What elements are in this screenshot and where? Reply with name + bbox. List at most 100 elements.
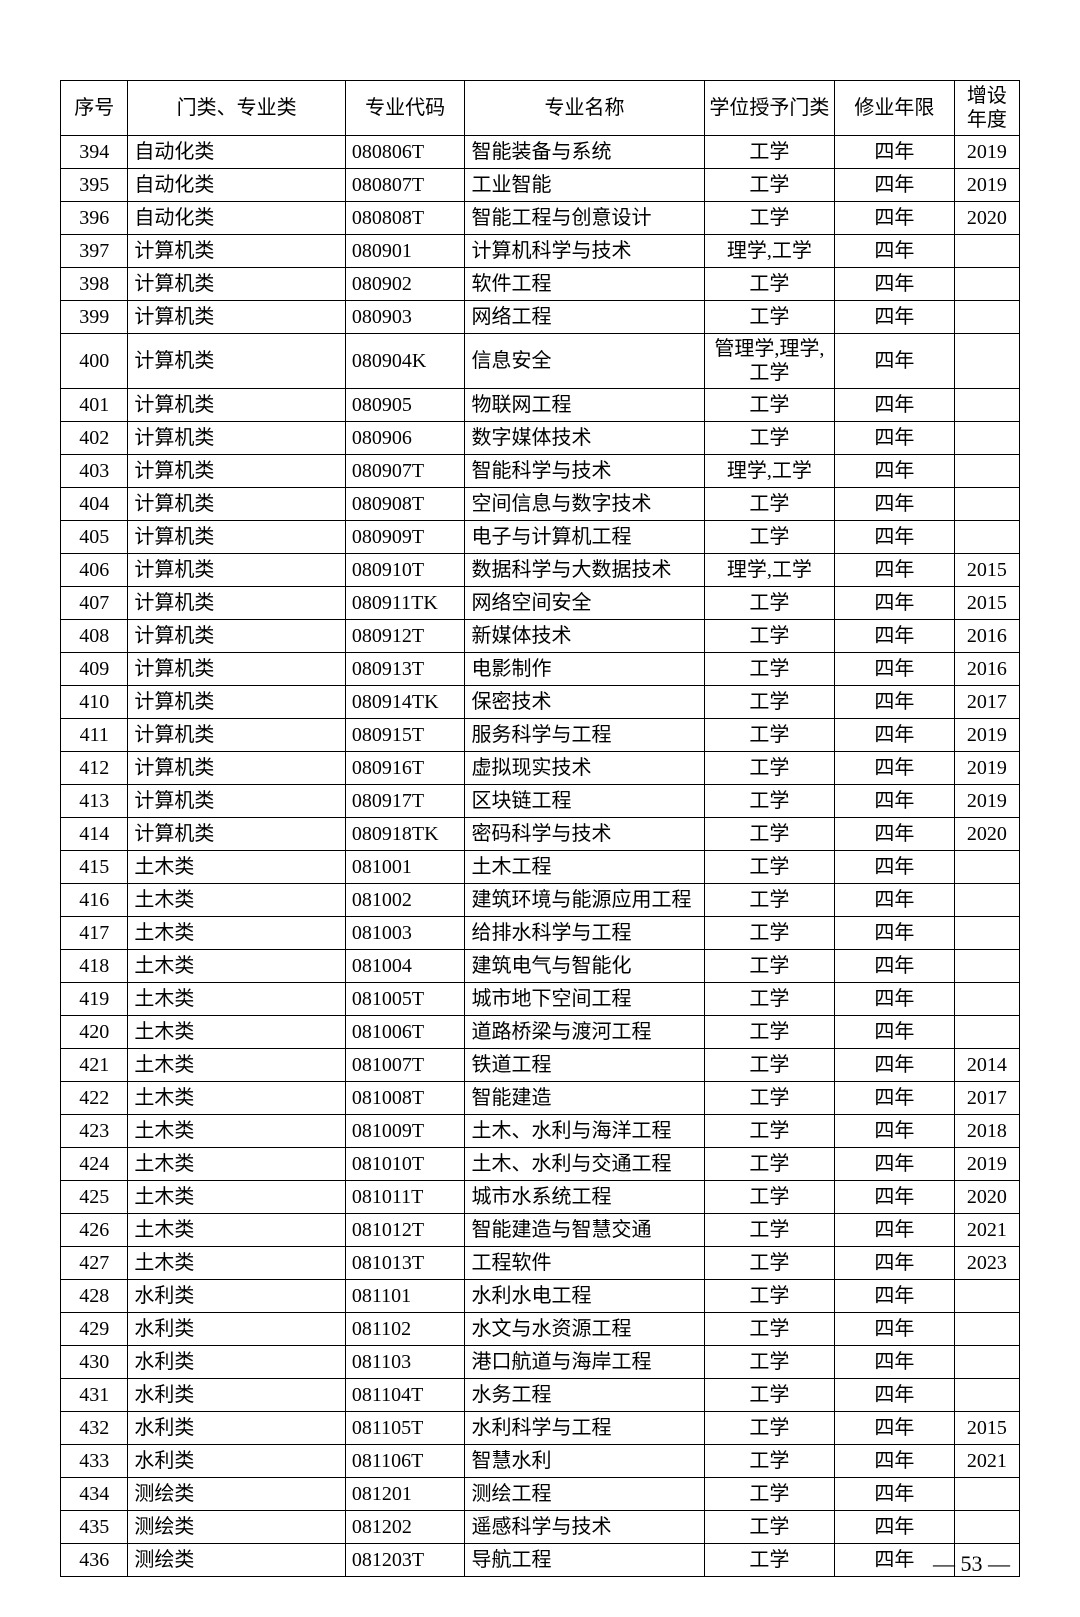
- table-cell: 计算机类: [128, 422, 345, 455]
- table-cell: 2017: [954, 1082, 1019, 1115]
- table-cell: 测绘类: [128, 1478, 345, 1511]
- table-row: 422土木类081008T智能建造工学四年2017: [61, 1082, 1020, 1115]
- table-cell: 工学: [704, 1115, 834, 1148]
- table-cell: 四年: [835, 1016, 955, 1049]
- table-cell: 431: [61, 1379, 128, 1412]
- table-cell: [954, 917, 1019, 950]
- table-cell: 081101: [345, 1280, 465, 1313]
- table-cell: 工学: [704, 884, 834, 917]
- table-row: 414计算机类080918TK密码科学与技术工学四年2020: [61, 818, 1020, 851]
- table-cell: [954, 1346, 1019, 1379]
- table-row: 400计算机类080904K信息安全管理学,理学,工学四年: [61, 334, 1020, 389]
- col-header-name: 专业名称: [465, 81, 704, 136]
- table-cell: 虚拟现实技术: [465, 752, 704, 785]
- table-cell: 397: [61, 235, 128, 268]
- table-cell: [954, 1511, 1019, 1544]
- table-cell: 四年: [835, 1115, 955, 1148]
- table-cell: 土木类: [128, 950, 345, 983]
- table-cell: 2019: [954, 1148, 1019, 1181]
- table-cell: 空间信息与数字技术: [465, 488, 704, 521]
- table-cell: 工学: [704, 719, 834, 752]
- table-cell: 自动化类: [128, 136, 345, 169]
- table-cell: 四年: [835, 917, 955, 950]
- table-cell: [954, 1478, 1019, 1511]
- table-cell: 土木类: [128, 1082, 345, 1115]
- table-row: 406计算机类080910T数据科学与大数据技术理学,工学四年2015: [61, 554, 1020, 587]
- table-cell: 计算机类: [128, 334, 345, 389]
- table-cell: 412: [61, 752, 128, 785]
- table-cell: 四年: [835, 785, 955, 818]
- table-cell: 工学: [704, 422, 834, 455]
- table-cell: 遥感科学与技术: [465, 1511, 704, 1544]
- table-cell: [954, 950, 1019, 983]
- table-cell: 四年: [835, 268, 955, 301]
- table-cell: 081009T: [345, 1115, 465, 1148]
- table-cell: 测绘类: [128, 1544, 345, 1577]
- table-cell: 081008T: [345, 1082, 465, 1115]
- table-cell: 408: [61, 620, 128, 653]
- table-cell: 080807T: [345, 169, 465, 202]
- table-cell: 密码科学与技术: [465, 818, 704, 851]
- table-cell: [954, 1280, 1019, 1313]
- table-cell: 水利类: [128, 1280, 345, 1313]
- table-cell: 430: [61, 1346, 128, 1379]
- table-cell: 土木工程: [465, 851, 704, 884]
- table-cell: 396: [61, 202, 128, 235]
- table-cell: 工学: [704, 1478, 834, 1511]
- table-cell: 工学: [704, 1148, 834, 1181]
- table-cell: 工学: [704, 169, 834, 202]
- table-cell: 2016: [954, 653, 1019, 686]
- table-cell: 四年: [835, 1214, 955, 1247]
- table-cell: 398: [61, 268, 128, 301]
- table-cell: 080914TK: [345, 686, 465, 719]
- table-cell: 四年: [835, 1280, 955, 1313]
- table-cell: 自动化类: [128, 202, 345, 235]
- table-row: 399计算机类080903网络工程工学四年: [61, 301, 1020, 334]
- table-cell: 433: [61, 1445, 128, 1478]
- table-cell: [954, 389, 1019, 422]
- table-cell: 四年: [835, 1181, 955, 1214]
- table-cell: 2015: [954, 1412, 1019, 1445]
- table-cell: 2019: [954, 719, 1019, 752]
- table-cell: 394: [61, 136, 128, 169]
- table-cell: 080917T: [345, 785, 465, 818]
- table-cell: 四年: [835, 235, 955, 268]
- table-cell: 2018: [954, 1115, 1019, 1148]
- table-cell: 保密技术: [465, 686, 704, 719]
- table-cell: [954, 334, 1019, 389]
- table-row: 409计算机类080913T电影制作工学四年2016: [61, 653, 1020, 686]
- table-cell: 工学: [704, 1544, 834, 1577]
- table-cell: 395: [61, 169, 128, 202]
- table-cell: 434: [61, 1478, 128, 1511]
- table-cell: 424: [61, 1148, 128, 1181]
- table-cell: 土木类: [128, 1148, 345, 1181]
- table-cell: [954, 1313, 1019, 1346]
- table-cell: 080808T: [345, 202, 465, 235]
- table-row: 420土木类081006T道路桥梁与渡河工程工学四年: [61, 1016, 1020, 1049]
- table-cell: 081102: [345, 1313, 465, 1346]
- table-cell: 400: [61, 334, 128, 389]
- table-cell: 水利类: [128, 1445, 345, 1478]
- table-cell: 435: [61, 1511, 128, 1544]
- table-cell: 计算机类: [128, 686, 345, 719]
- table-cell: 081201: [345, 1478, 465, 1511]
- table-cell: 智能科学与技术: [465, 455, 704, 488]
- table-cell: 四年: [835, 389, 955, 422]
- table-cell: 建筑电气与智能化: [465, 950, 704, 983]
- table-cell: 计算机类: [128, 719, 345, 752]
- table-cell: 工学: [704, 1247, 834, 1280]
- table-cell: 399: [61, 301, 128, 334]
- table-cell: 四年: [835, 422, 955, 455]
- table-cell: 080909T: [345, 521, 465, 554]
- table-cell: 电子与计算机工程: [465, 521, 704, 554]
- table-cell: 工学: [704, 301, 834, 334]
- col-header-seq: 序号: [61, 81, 128, 136]
- table-cell: 测绘类: [128, 1511, 345, 1544]
- table-cell: 403: [61, 455, 128, 488]
- table-cell: 水利水电工程: [465, 1280, 704, 1313]
- table-cell: [954, 1379, 1019, 1412]
- table-cell: 计算机类: [128, 752, 345, 785]
- table-cell: 2015: [954, 587, 1019, 620]
- table-cell: 423: [61, 1115, 128, 1148]
- table-row: 435测绘类081202遥感科学与技术工学四年: [61, 1511, 1020, 1544]
